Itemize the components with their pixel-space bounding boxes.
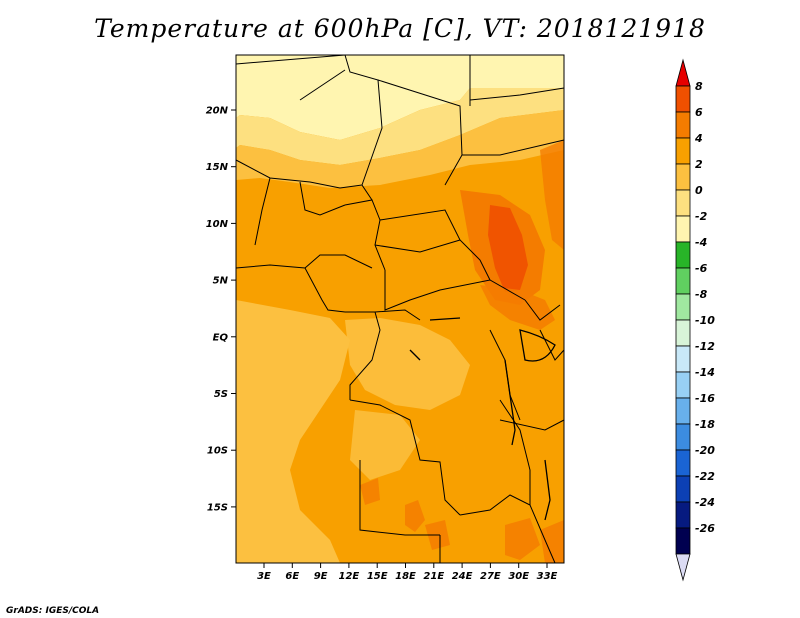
dark-orange-angola: [360, 478, 380, 505]
lat-tick-label: 5N: [213, 276, 229, 287]
lon-tick-label: 21E: [423, 571, 444, 582]
colorbar-label: -4: [695, 236, 707, 249]
colorbar-segment: [675, 215, 691, 243]
colorbar-segment: [675, 397, 691, 425]
colorbar-label: -18: [695, 418, 715, 431]
dark-orange-great-lakes: [480, 285, 555, 330]
lon-tick-label: 30E: [508, 571, 529, 582]
colorbar-label: -20: [695, 444, 715, 457]
colorbar-label: -8: [695, 288, 708, 301]
lon-tick-label: 18E: [395, 571, 416, 582]
plot-frame: [235, 54, 565, 564]
lat-tick-label: 20N: [206, 106, 229, 117]
colorbar-label: -16: [695, 392, 715, 405]
colorbar-label: -14: [695, 366, 715, 379]
colorbar-segment: [675, 371, 691, 399]
sahara-warm-band: [236, 88, 564, 165]
sahara-cool-region: [236, 55, 564, 140]
colorbar-top-arrow: [675, 58, 691, 87]
colorbar-segment: [675, 111, 691, 139]
colorbar-segment: [675, 85, 691, 113]
colorbar-segment: [675, 527, 691, 555]
lat-tick-label: 10N: [206, 219, 229, 230]
light-orange-congo: [345, 318, 470, 410]
colorbar-label: -2: [695, 210, 708, 223]
colorbar-label: -12: [695, 340, 715, 353]
colorbar-label: -22: [695, 470, 715, 483]
colorbar-label: 4: [694, 132, 703, 145]
longitude-axis: 3E 6E 9E 12E 15E 18E 21E 24E 27E 30E 33E: [257, 563, 558, 582]
colorbar-segment: [675, 189, 691, 217]
colorbar-label: 0: [695, 184, 703, 197]
chart-title: Temperature at 600hPa [C], VT: 201812191…: [94, 14, 706, 43]
latitude-axis: 20N 15N 10N 5N EQ 5S 10S 15S: [206, 106, 236, 513]
colorbar-segment: [675, 267, 691, 295]
lat-tick-label: 15S: [207, 502, 228, 513]
colorbar: 8 6 4 2 0 -2 -4 -6 -8 -10 -12 -14 -16 -18 -20 -22 -24 -26: [675, 58, 715, 582]
light-orange-region-west: [236, 110, 564, 188]
lat-tick-label: 5S: [214, 389, 228, 400]
lon-tick-label: 15E: [367, 571, 388, 582]
lon-tick-label: 3E: [257, 571, 271, 582]
colorbar-label: -10: [695, 314, 715, 327]
colorbar-label: -6: [695, 262, 708, 275]
lat-tick-label: 15N: [206, 162, 229, 173]
dark-orange-east-edge: [540, 140, 564, 250]
colorbar-label: 6: [695, 106, 703, 119]
red-orange-core: [488, 205, 528, 292]
colorbar-segment: [675, 241, 691, 269]
light-orange-atlantic: [236, 300, 350, 563]
colorbar-label: -24: [695, 496, 715, 509]
dark-orange-south-3: [505, 518, 540, 560]
colorbar-segment: [675, 345, 691, 373]
lon-tick-label: 6E: [285, 571, 299, 582]
lon-tick-label: 9E: [314, 571, 328, 582]
colorbar-segment: [675, 137, 691, 165]
colorbar-segment: [675, 319, 691, 347]
lon-tick-label: 27E: [480, 571, 501, 582]
lat-tick-label: 10S: [207, 446, 228, 457]
light-orange-angola-coast: [350, 410, 420, 480]
credit-text: GrADS: IGES/COLA: [6, 606, 99, 616]
lon-tick-label: 33E: [537, 571, 558, 582]
dark-orange-south-4: [540, 520, 564, 563]
lat-tick-label: EQ: [213, 332, 229, 343]
colorbar-segment: [675, 293, 691, 321]
colorbar-segment: [675, 423, 691, 451]
colorbar-segment: [675, 475, 691, 503]
colorbar-label: 8: [695, 80, 703, 93]
dark-orange-south-1: [405, 500, 425, 532]
colorbar-segment: [675, 501, 691, 529]
lon-tick-label: 24E: [452, 571, 473, 582]
colorbar-label: 2: [695, 158, 703, 171]
colorbar-bottom-arrow: [675, 553, 691, 582]
lakes: [409, 317, 556, 521]
colorbar-label: -26: [695, 522, 715, 535]
lon-tick-label: 12E: [339, 571, 360, 582]
colorbar-segment: [675, 449, 691, 477]
country-borders: [235, 54, 565, 564]
colorbar-segment: [675, 163, 691, 191]
